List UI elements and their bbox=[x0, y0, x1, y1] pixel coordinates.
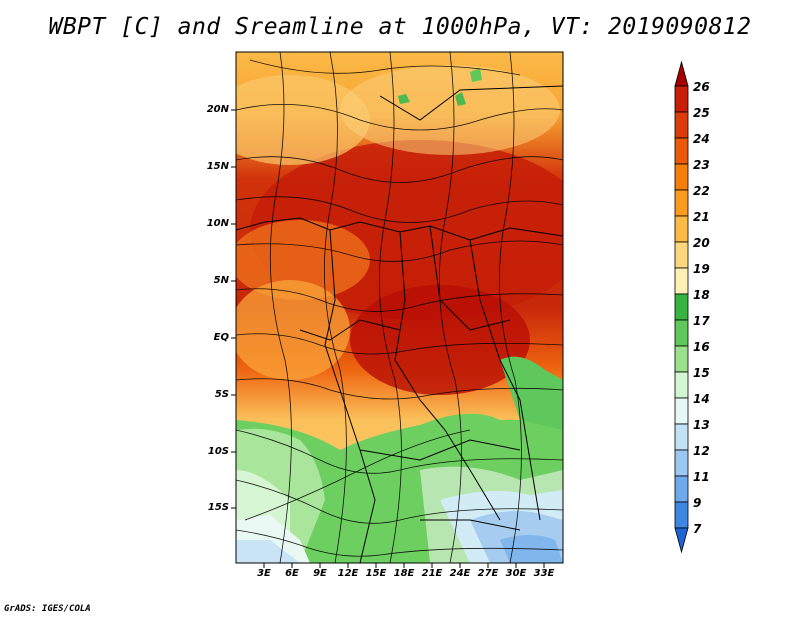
colorbar-label: 24 bbox=[693, 132, 710, 146]
colorbar-segment bbox=[674, 423, 689, 451]
lat-label-10s: 10S bbox=[207, 446, 229, 457]
lon-ticks bbox=[263, 563, 545, 568]
colorbar-label: 25 bbox=[693, 106, 710, 120]
colorbar-label: 26 bbox=[693, 80, 710, 94]
colorbar-label: 19 bbox=[693, 262, 710, 276]
lat-label-10n: 10N bbox=[206, 218, 229, 229]
map-frame bbox=[235, 51, 564, 564]
colorbar-label: 12 bbox=[693, 444, 710, 458]
colorbar-segment bbox=[674, 189, 689, 217]
colorbar-segment bbox=[674, 449, 689, 477]
colorbar-segment bbox=[674, 215, 689, 243]
colorbar-segment bbox=[674, 111, 689, 139]
colorbar-segment bbox=[674, 163, 689, 191]
lat-label-15s: 15S bbox=[207, 502, 229, 513]
lon-label-3e: 3E bbox=[257, 568, 271, 579]
lat-ticks bbox=[231, 109, 236, 509]
colorbar-segment bbox=[674, 267, 689, 295]
lon-label-12e: 12E bbox=[337, 568, 359, 579]
lon-label-15e: 15E bbox=[365, 568, 387, 579]
lon-label-30e: 30E bbox=[505, 568, 527, 579]
lon-label-21e: 21E bbox=[421, 568, 443, 579]
lat-label-5s: 5S bbox=[214, 389, 229, 400]
colorbar-label: 18 bbox=[693, 288, 710, 302]
lat-label-5n: 5N bbox=[213, 275, 229, 286]
colorbar-segment bbox=[674, 137, 689, 165]
footer-credit: GrADS: IGES/COLA bbox=[4, 604, 91, 614]
lon-label-9e: 9E bbox=[313, 568, 327, 579]
colorbar-label: 7 bbox=[693, 522, 702, 536]
colorbar-label: 23 bbox=[693, 158, 710, 172]
colorbar-bottom-triangle bbox=[674, 527, 689, 554]
colorbar bbox=[674, 60, 689, 554]
colorbar-label: 11 bbox=[693, 470, 710, 484]
colorbar-top-triangle bbox=[674, 60, 689, 87]
colorbar-label: 14 bbox=[693, 392, 710, 406]
colorbar-segment bbox=[674, 371, 689, 399]
temperature-field bbox=[236, 52, 563, 563]
colorbar-label: 17 bbox=[693, 314, 710, 328]
colorbar-label: 13 bbox=[693, 418, 710, 432]
map-title: WBPT [C] and Sreamline at 1000hPa, VT: 2… bbox=[48, 14, 752, 40]
lon-label-24e: 24E bbox=[449, 568, 471, 579]
colorbar-label: 15 bbox=[693, 366, 710, 380]
colorbar-segment bbox=[674, 501, 689, 529]
country-borders bbox=[236, 85, 563, 563]
lat-label-20n: 20N bbox=[206, 104, 229, 115]
colorbar-label: 20 bbox=[693, 236, 710, 250]
colorbar-segment bbox=[674, 241, 689, 269]
colorbar-segment bbox=[674, 293, 689, 321]
streamlines bbox=[236, 52, 563, 563]
lon-label-18e: 18E bbox=[393, 568, 415, 579]
colorbar-label: 16 bbox=[693, 340, 710, 354]
colorbar-label: 22 bbox=[693, 184, 710, 198]
colorbar-segment bbox=[674, 319, 689, 347]
lat-label-eq: EQ bbox=[213, 332, 229, 343]
colorbar-label: 9 bbox=[693, 496, 702, 510]
colorbar-segment bbox=[674, 397, 689, 425]
lon-label-33e: 33E bbox=[533, 568, 555, 579]
colorbar-segment bbox=[674, 475, 689, 503]
lat-label-15n: 15N bbox=[206, 161, 229, 172]
lon-label-27e: 27E bbox=[477, 568, 499, 579]
lon-label-6e: 6E bbox=[285, 568, 299, 579]
colorbar-segment bbox=[674, 85, 689, 113]
colorbar-segment bbox=[674, 345, 689, 373]
colorbar-label: 21 bbox=[693, 210, 710, 224]
